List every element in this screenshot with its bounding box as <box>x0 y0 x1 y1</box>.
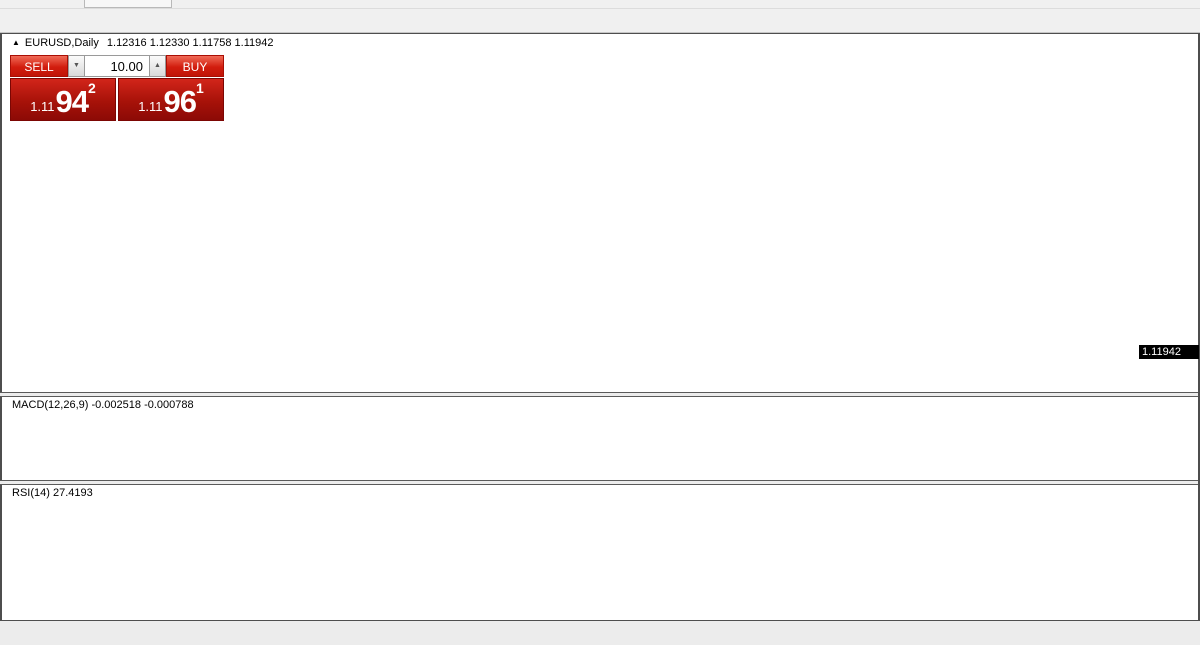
sell-price-prefix: 1.11 <box>30 99 55 114</box>
chart-symbol-label: EURUSD,Daily <box>24 37 99 49</box>
current-price-tag: 1.11942 <box>1139 345 1199 359</box>
chart-tab-bar <box>0 621 1200 645</box>
sell-price-big: 94 <box>55 84 89 119</box>
amount-decrease-button[interactable]: ▼ <box>68 55 85 77</box>
buy-price-sup: 1 <box>196 80 204 96</box>
title-marker-icon: ▲ <box>12 38 20 47</box>
top-toolbar-remnant <box>0 0 1200 9</box>
sell-price-panel[interactable]: 1.11 94 2 <box>10 78 116 121</box>
amount-increase-button[interactable]: ▲ <box>149 55 166 77</box>
timeframe-toolbar <box>0 9 1200 33</box>
buy-price-big: 96 <box>163 84 197 119</box>
macd-label: MACD(12,26,9) -0.002518 -0.000788 <box>12 399 194 411</box>
panel-splitter-rsi[interactable] <box>0 480 1198 485</box>
buy-price-panel[interactable]: 1.11 96 1 <box>118 78 224 121</box>
rsi-label: RSI(14) 27.4193 <box>12 487 93 499</box>
one-click-trading-widget: SELL ▼ 10.00 ▲ BUY 1.11 94 2 1.11 96 1 <box>10 55 224 121</box>
panel-splitter-macd[interactable] <box>0 392 1198 397</box>
buy-button[interactable]: BUY <box>166 55 224 77</box>
sell-price-sup: 2 <box>88 80 96 96</box>
sell-button[interactable]: SELL <box>10 55 68 77</box>
amount-input[interactable]: 10.00 <box>85 55 149 77</box>
buy-price-prefix: 1.11 <box>138 99 163 114</box>
chart-title: ▲ EURUSD,Daily 1.12316 1.12330 1.11758 1.1… <box>12 37 273 49</box>
chart-ohlc-values: 1.12316 1.12330 1.11758 1.11942 <box>106 37 274 49</box>
toolbar-button-remnant <box>84 0 172 8</box>
